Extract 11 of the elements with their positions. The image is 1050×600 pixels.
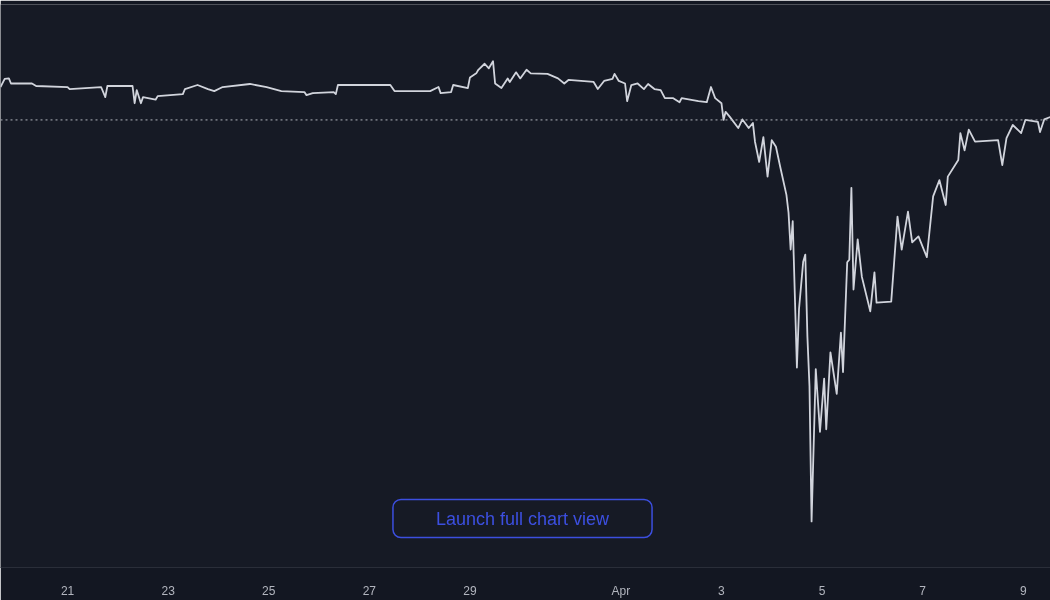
x-tick-label: 21 bbox=[60, 583, 75, 598]
annotation: Launch full chart view bbox=[435, 508, 611, 529]
x-tick-label: 9 bbox=[1019, 583, 1027, 598]
x-tick-label: 25 bbox=[262, 583, 276, 598]
x-tick-label: Apr bbox=[611, 583, 631, 598]
x-tick-label: 7 bbox=[919, 583, 927, 598]
x-tick-label: 27 bbox=[362, 583, 377, 598]
x-tick-label: 23 bbox=[161, 583, 176, 598]
x-tick-label: 3 bbox=[718, 583, 726, 598]
x-tick-label: 29 bbox=[463, 583, 477, 598]
x-tick-label: 5 bbox=[818, 583, 826, 598]
